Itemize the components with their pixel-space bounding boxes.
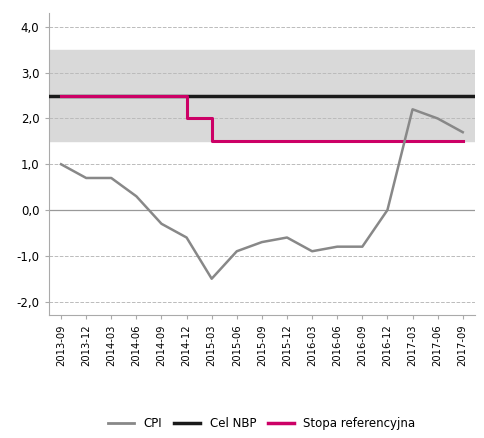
Legend: CPI, Cel NBP, Stopa referencyjna: CPI, Cel NBP, Stopa referencyjna xyxy=(104,412,419,434)
Bar xyxy=(48,50,474,141)
